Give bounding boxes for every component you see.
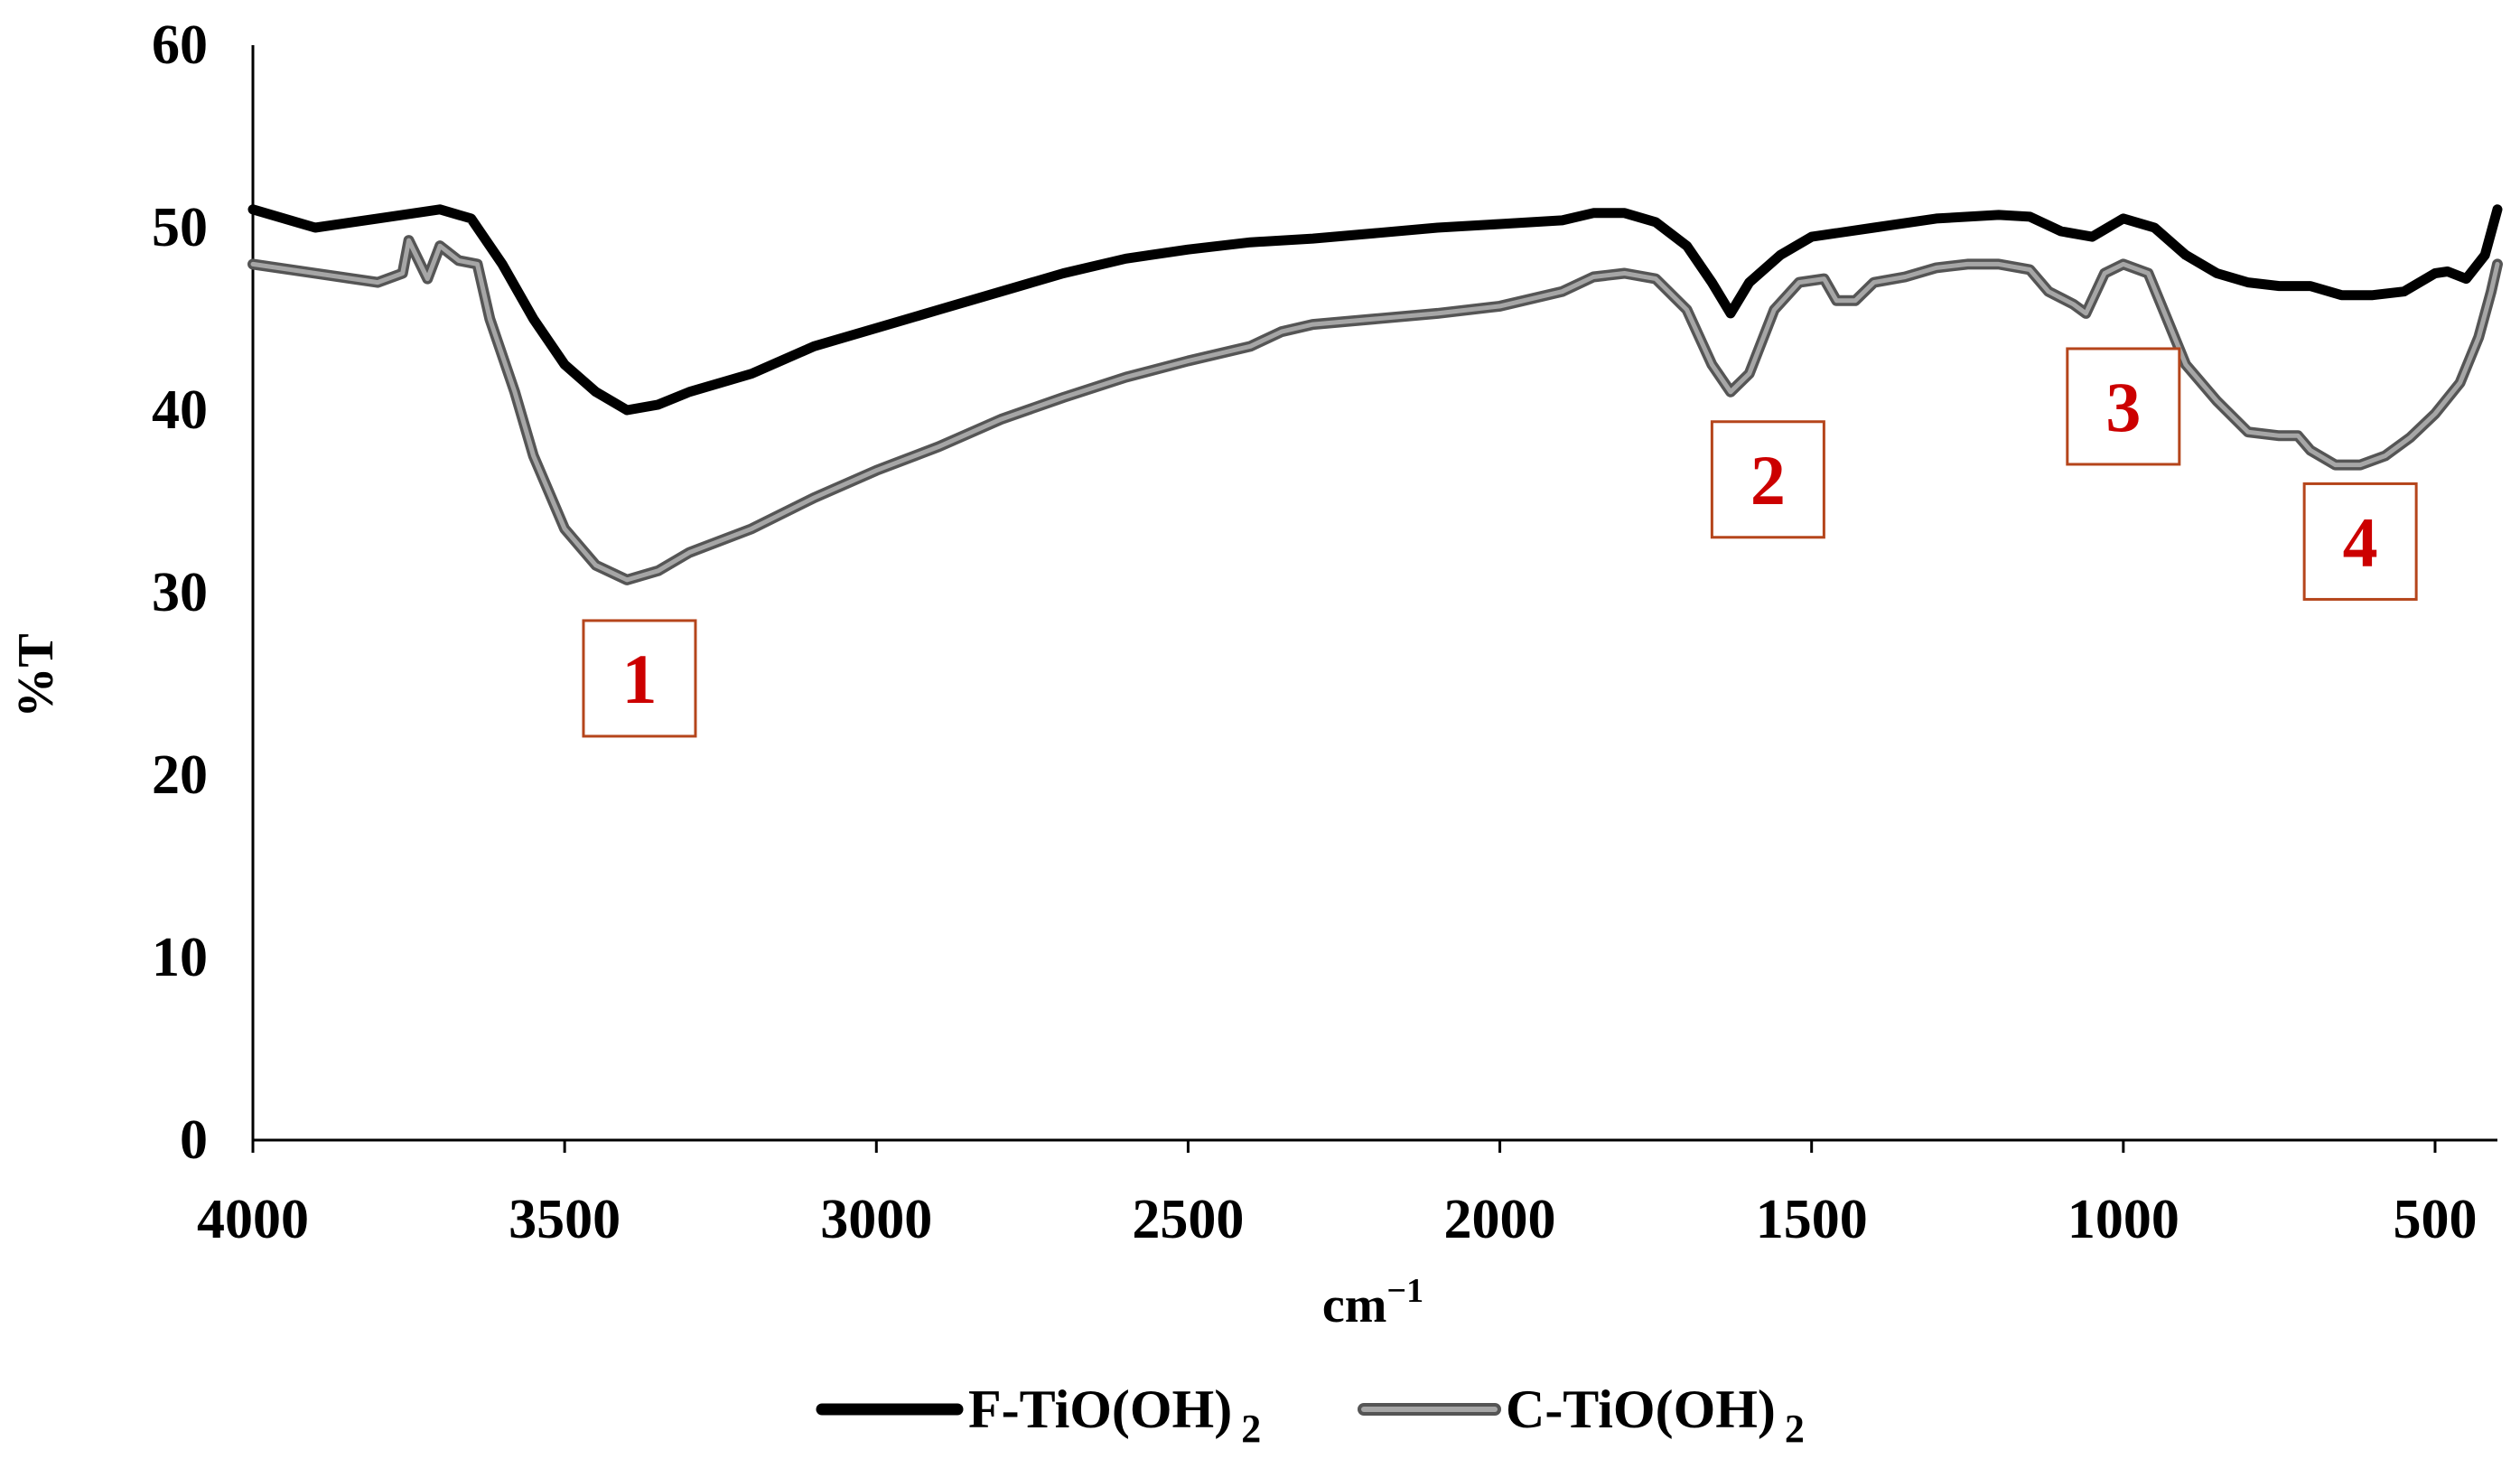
peak-label-2: 2 — [1750, 441, 1786, 519]
x-tick-label: 1500 — [1756, 1189, 1868, 1250]
y-tick-label: 0 — [180, 1109, 208, 1171]
y-tick-label: 60 — [152, 14, 208, 76]
y-tick-label: 40 — [152, 379, 208, 441]
x-tick-label: 4000 — [197, 1189, 309, 1250]
peak-label-3: 3 — [2105, 368, 2141, 446]
legend-series-subscript: 2 — [1785, 1407, 1805, 1451]
y-tick-label: 10 — [152, 927, 208, 988]
y-axis-title: %T — [8, 633, 64, 717]
x-tick-label: 2500 — [1132, 1189, 1244, 1250]
series-c-tioh2-line — [250, 238, 2500, 583]
series-lines — [247, 204, 2503, 585]
x-axis: 4000 3500 3000 2500 2000 1500 1000 500 — [197, 1138, 2497, 1250]
legend: F-TiO(OH) 2 C-TiO(OH) 2 — [816, 1380, 1805, 1451]
peak-annotations: 1 2 3 4 — [582, 347, 2418, 738]
x-axis-title: cm−1 — [1322, 1272, 1423, 1333]
x-tick-label: 1000 — [2067, 1189, 2179, 1250]
legend-label: F-TiO(OH) 2 — [968, 1380, 1261, 1451]
legend-series-name: C-TiO(OH) — [1506, 1380, 1776, 1439]
legend-series-name: F-TiO(OH) — [968, 1380, 1232, 1439]
x-tick-label: 3500 — [509, 1189, 621, 1250]
peak-box-3 — [2066, 347, 2181, 466]
x-tick-label: 3000 — [820, 1189, 932, 1250]
peak-box-4 — [2302, 482, 2418, 601]
peak-label-4: 4 — [2343, 502, 2378, 581]
peak-box-1 — [582, 619, 697, 738]
x-tick-label: 2000 — [1444, 1189, 1556, 1250]
y-tick-label: 30 — [152, 562, 208, 623]
series-f-tioh2-line — [247, 204, 2503, 416]
y-tick-label: 50 — [152, 197, 208, 258]
peak-label-1: 1 — [621, 640, 657, 718]
y-tick-label: 20 — [152, 744, 208, 806]
peak-box-2 — [1710, 420, 1825, 539]
legend-series-subscript: 2 — [1241, 1407, 1261, 1451]
legend-label: C-TiO(OH) 2 — [1506, 1380, 1805, 1451]
y-axis: 0 10 20 30 40 50 60 — [152, 14, 255, 1171]
x-tick-label: 500 — [2393, 1189, 2477, 1250]
